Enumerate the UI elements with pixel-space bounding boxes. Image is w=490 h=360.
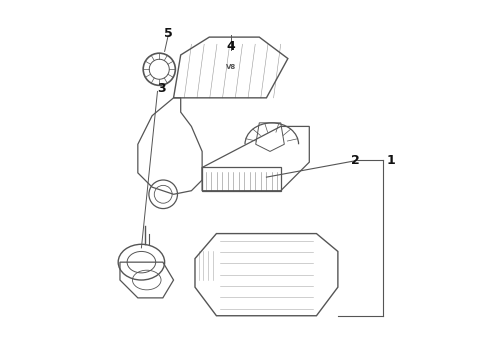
Text: 1: 1 [386, 154, 395, 167]
Text: 2: 2 [350, 154, 359, 167]
Text: V8: V8 [225, 64, 236, 71]
Text: 3: 3 [157, 82, 165, 95]
Text: 5: 5 [164, 27, 172, 40]
Text: 4: 4 [226, 40, 235, 53]
